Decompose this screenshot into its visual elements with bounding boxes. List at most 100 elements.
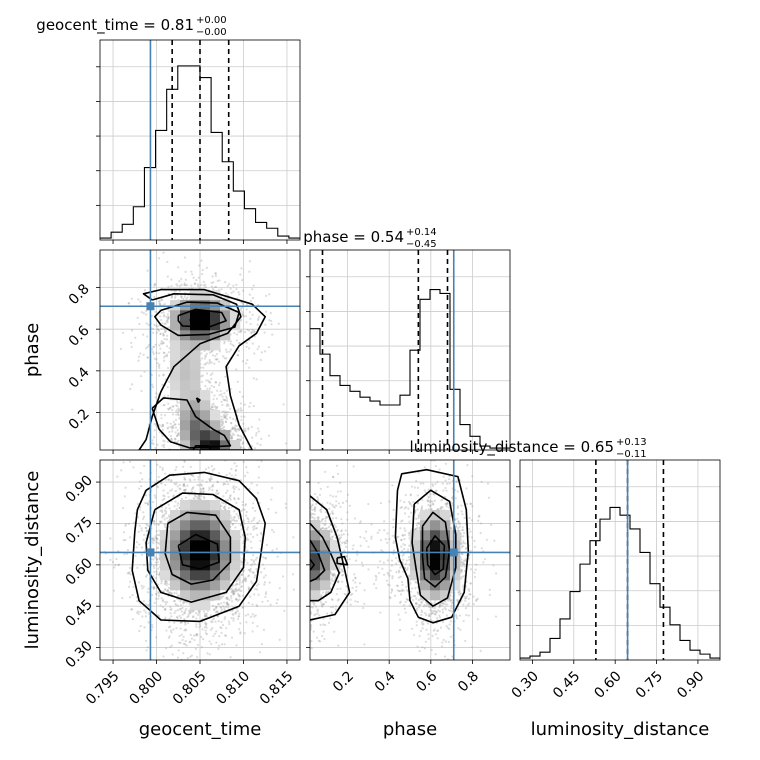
sample-point — [223, 467, 225, 469]
sample-point — [153, 323, 156, 326]
sample-point — [166, 427, 169, 430]
sample-point — [213, 461, 215, 463]
sample-point — [253, 562, 256, 566]
sample-point — [241, 500, 244, 504]
sample-point — [183, 618, 186, 621]
sample-point — [215, 630, 218, 633]
sample-point — [217, 455, 219, 457]
sample-point — [204, 460, 206, 462]
sample-point — [225, 417, 229, 421]
sample-point — [182, 601, 185, 604]
sample-point — [120, 469, 123, 472]
sample-point — [181, 475, 183, 477]
sample-point — [238, 341, 241, 345]
sample-point — [240, 466, 242, 468]
sample-point — [128, 566, 132, 570]
sample-point — [237, 615, 240, 618]
hist-luminosity_distance — [520, 460, 720, 660]
sample-point — [264, 310, 268, 313]
sample-point — [166, 319, 169, 322]
sample-point — [157, 591, 160, 594]
sample-point — [204, 452, 206, 454]
sample-point — [266, 599, 269, 603]
sample-point — [213, 454, 215, 456]
sample-point — [248, 405, 251, 408]
sample-point — [239, 319, 242, 322]
sample-point — [215, 489, 218, 492]
sample-point — [238, 593, 241, 597]
sample-point — [146, 269, 149, 272]
sample-point — [264, 350, 267, 353]
sample-point — [176, 604, 180, 607]
sample-point — [246, 549, 249, 552]
sample-point — [143, 626, 146, 629]
sample-point — [176, 485, 179, 488]
density-cell — [230, 440, 241, 450]
sample-point — [214, 456, 216, 458]
sample-point — [169, 489, 172, 492]
sample-point — [221, 465, 223, 467]
sample-point — [233, 487, 236, 491]
sample-point — [224, 416, 227, 419]
sample-point — [162, 590, 166, 593]
sample-point — [166, 386, 169, 389]
sample-point — [244, 577, 248, 581]
sample-point — [153, 357, 156, 360]
sample-point — [221, 451, 223, 453]
sample-point — [174, 294, 177, 298]
sample-point — [237, 497, 240, 500]
sample-point — [214, 381, 217, 384]
sample-point — [217, 602, 220, 606]
sample-point — [234, 428, 238, 431]
sample-point — [208, 478, 211, 481]
sample-point — [254, 434, 258, 437]
sample-point — [251, 630, 254, 633]
sample-point — [197, 463, 199, 465]
sample-point — [182, 484, 185, 487]
sample-point — [244, 474, 247, 478]
sample-point — [238, 587, 241, 590]
sample-point — [172, 426, 175, 429]
sample-point — [216, 279, 219, 282]
sample-point — [248, 347, 251, 350]
sample-point — [180, 277, 183, 280]
density-cell — [190, 380, 201, 391]
sample-point — [237, 434, 240, 437]
sample-point — [173, 423, 177, 426]
sample-point — [216, 389, 219, 392]
sample-point — [188, 450, 190, 452]
sample-point — [142, 333, 145, 336]
sample-point — [127, 302, 130, 305]
sample-point — [251, 506, 254, 510]
sample-point — [196, 656, 199, 659]
density-cell — [190, 440, 201, 450]
sample-point — [211, 457, 213, 459]
sample-point — [225, 597, 228, 600]
sample-point — [195, 470, 197, 472]
sample-point — [247, 613, 250, 616]
sample-point — [152, 436, 156, 439]
sample-point — [166, 317, 170, 320]
sample-point — [175, 615, 179, 619]
sample-point — [197, 611, 200, 614]
sample-point — [173, 611, 176, 615]
sample-point — [175, 283, 178, 286]
sample-point — [235, 455, 237, 457]
sample-point — [135, 611, 139, 614]
sample-point — [170, 437, 173, 440]
sample-point — [192, 461, 194, 463]
sample-point — [230, 587, 233, 590]
sample-point — [147, 343, 151, 347]
sample-point — [190, 488, 193, 491]
sample-point — [190, 452, 192, 454]
sample-point — [139, 610, 142, 613]
sample-point — [152, 351, 155, 354]
sample-point — [150, 581, 153, 584]
sample-point — [242, 442, 245, 445]
sample-point — [172, 467, 174, 469]
sample-point — [226, 601, 229, 604]
sample-point — [206, 464, 208, 466]
sample-point — [158, 302, 161, 305]
sample-point — [160, 597, 163, 600]
sample-point — [152, 454, 154, 456]
